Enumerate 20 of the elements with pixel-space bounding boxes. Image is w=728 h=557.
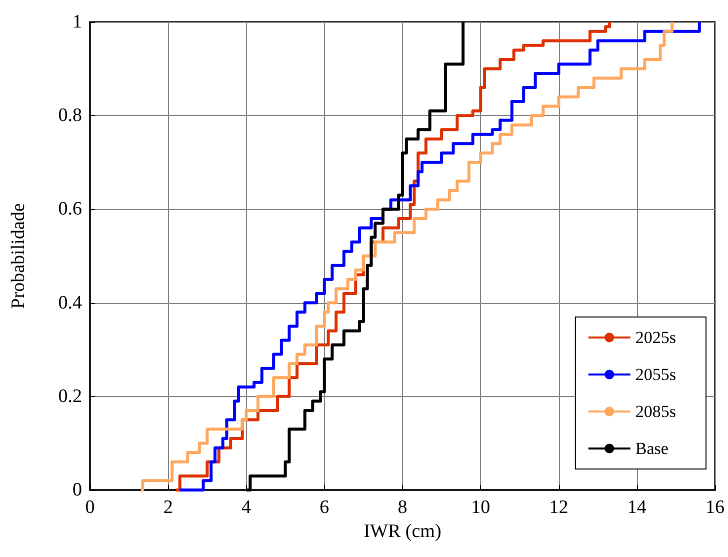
x-tick-label: 14 <box>627 497 647 518</box>
x-tick-label: 4 <box>242 497 252 518</box>
y-tick-label: 0.6 <box>58 198 82 220</box>
legend-label: 2025s <box>635 328 676 347</box>
y-tick-label: 1 <box>72 12 82 32</box>
x-tick-label: 6 <box>320 497 330 518</box>
x-tick-label: 10 <box>471 497 490 518</box>
legend-label: 2085s <box>635 402 676 421</box>
x-tick-label: 12 <box>549 497 568 518</box>
x-tick-label: 8 <box>398 497 408 518</box>
y-tick-label: 0.8 <box>58 105 82 126</box>
y-tick-label: 0.2 <box>58 386 82 407</box>
y-tick-label: 0 <box>72 480 82 500</box>
y-tick-label: 0.4 <box>58 292 82 314</box>
x-axis-title: IWR (cm) <box>364 520 442 542</box>
y-axis-title: Probabilidade <box>8 203 29 309</box>
legend-label: 2055s <box>635 365 676 384</box>
x-tick-label: 16 <box>706 497 724 518</box>
x-tick-label: 2 <box>163 497 173 518</box>
legend-label: Base <box>635 439 668 458</box>
